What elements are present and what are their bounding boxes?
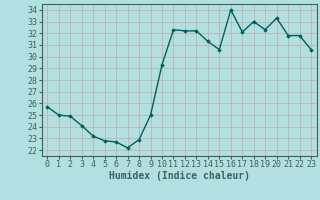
X-axis label: Humidex (Indice chaleur): Humidex (Indice chaleur) (109, 171, 250, 181)
